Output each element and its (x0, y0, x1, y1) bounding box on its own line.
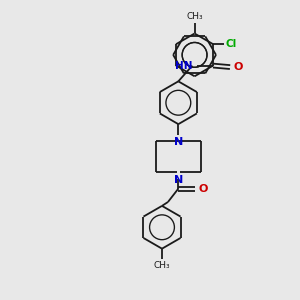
Text: N: N (174, 175, 183, 185)
Text: HN: HN (175, 61, 192, 70)
Text: N: N (174, 137, 183, 147)
Text: CH₃: CH₃ (186, 12, 203, 21)
Text: O: O (198, 184, 208, 194)
Text: Cl: Cl (225, 39, 236, 49)
Text: CH₃: CH₃ (154, 262, 170, 271)
Text: O: O (233, 62, 242, 72)
